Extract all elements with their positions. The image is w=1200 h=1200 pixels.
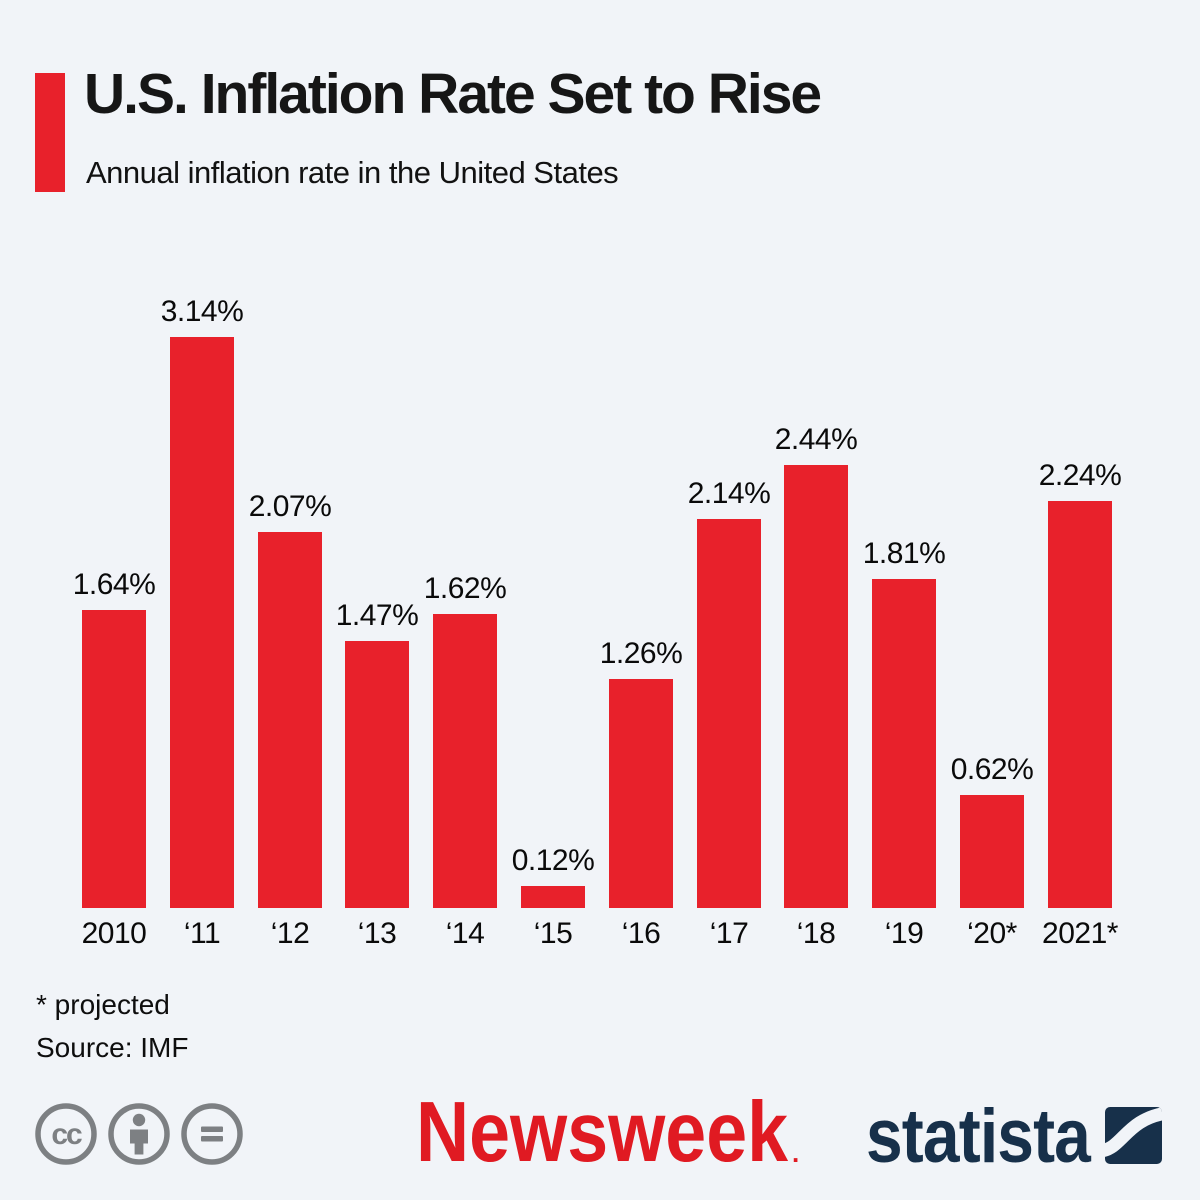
bar bbox=[960, 795, 1024, 908]
cc-icon: cc bbox=[35, 1103, 97, 1165]
bar-value-label: 0.12% bbox=[511, 844, 595, 877]
bar bbox=[609, 679, 673, 908]
bar-value-label: 2.07% bbox=[248, 490, 332, 523]
bar-value-label: 1.26% bbox=[599, 637, 683, 670]
statista-icon bbox=[1105, 1107, 1162, 1164]
cc-by-icon bbox=[108, 1103, 170, 1165]
bar-value-label: 1.47% bbox=[335, 599, 419, 632]
footnote-source: Source: IMF bbox=[36, 1032, 189, 1063]
statista-logo: statista bbox=[866, 1096, 1092, 1170]
bar-value-label: 3.14% bbox=[160, 295, 244, 328]
page-subtitle: Annual inflation rate in the United Stat… bbox=[86, 155, 619, 190]
bar-value-label: 1.62% bbox=[423, 572, 507, 605]
bar bbox=[258, 532, 322, 908]
bar-value-label: 2.24% bbox=[1038, 459, 1122, 492]
page-title: U.S. Inflation Rate Set to Rise bbox=[84, 62, 822, 126]
x-axis-label: ‘16 bbox=[621, 917, 661, 950]
bar bbox=[697, 519, 761, 908]
x-axis-label: ‘19 bbox=[884, 917, 924, 950]
bar bbox=[784, 465, 848, 908]
title-accent-bar bbox=[35, 73, 65, 192]
bar bbox=[433, 614, 497, 908]
bar bbox=[1048, 501, 1112, 908]
bar-value-label: 0.62% bbox=[950, 753, 1034, 786]
x-axis-label: ‘13 bbox=[357, 917, 397, 950]
x-axis-label: 2021* bbox=[1042, 917, 1118, 950]
newsweek-wordmark: Newsweek bbox=[416, 1096, 789, 1170]
bar-value-label: 1.81% bbox=[862, 537, 946, 570]
cc-nd-icon bbox=[181, 1103, 243, 1165]
bar bbox=[521, 886, 585, 908]
x-axis-label: ‘18 bbox=[796, 917, 836, 950]
bar bbox=[82, 610, 146, 908]
bar bbox=[872, 579, 936, 908]
x-axis-label: ‘12 bbox=[270, 917, 310, 950]
bar-value-label: 1.64% bbox=[72, 568, 156, 601]
footnote-projected: * projected bbox=[36, 989, 170, 1020]
statista-wordmark: statista bbox=[866, 1096, 1091, 1170]
bar-value-label: 2.44% bbox=[774, 423, 858, 456]
x-axis-label: ‘17 bbox=[709, 917, 749, 950]
x-axis-label: ‘15 bbox=[533, 917, 573, 950]
x-axis-label: ‘11 bbox=[183, 917, 221, 950]
newsweek-logo: Newsweek . bbox=[416, 1096, 799, 1170]
x-axis-label: ‘14 bbox=[445, 917, 485, 950]
cc-letters: cc bbox=[51, 1118, 82, 1151]
x-axis-label: 2010 bbox=[81, 917, 147, 950]
x-axis-label: ‘20* bbox=[967, 917, 1017, 950]
newsweek-trademark-dot: . bbox=[792, 1138, 799, 1168]
bar-chart: 1.64% 2010 3.14% ‘11 2.07% ‘12 1.47% ‘13 1.62% ‘1… bbox=[73, 0, 1122, 950]
bar-value-label: 2.14% bbox=[687, 477, 771, 510]
cc-license-icons: cc bbox=[35, 1103, 243, 1165]
bar bbox=[170, 337, 234, 908]
bar bbox=[345, 641, 409, 908]
